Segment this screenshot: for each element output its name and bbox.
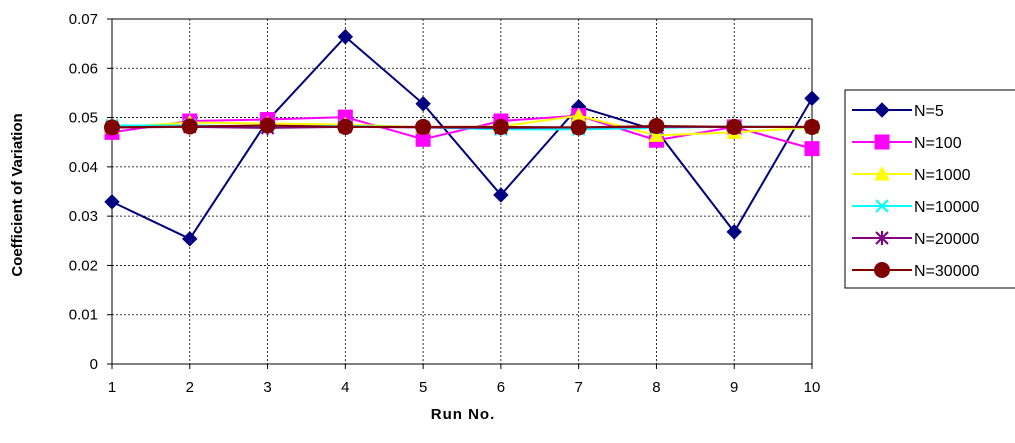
y-tick-label: 0.05	[69, 110, 98, 127]
x-tick-label: 6	[497, 379, 505, 396]
data-point	[804, 141, 820, 157]
x-tick-label: 7	[574, 379, 582, 396]
x-tick-label: 3	[263, 379, 271, 396]
x-tick-label: 10	[804, 379, 821, 396]
y-tick-label: 0.06	[69, 60, 98, 77]
data-point	[259, 117, 276, 134]
data-point	[337, 29, 354, 45]
legend-entry: N=20000	[852, 231, 979, 248]
legend-entry: N=100	[852, 134, 962, 152]
plot-border	[111, 18, 813, 365]
data-point	[104, 119, 120, 136]
series-n-30000	[104, 117, 820, 136]
y-tick-label: 0.03	[69, 208, 98, 225]
y-tick-label: 0.02	[69, 257, 98, 274]
y-tick-label: 0.01	[69, 307, 98, 324]
data-point	[804, 118, 820, 135]
data-point	[570, 119, 587, 136]
legend-label: N=100	[914, 135, 962, 152]
data-point	[337, 118, 354, 135]
series-line	[111, 124, 812, 129]
legend: N=5 N=100 N=1000 N=10000 N=20000 N=30000	[844, 89, 1015, 289]
data-point	[182, 231, 198, 247]
x-tick-label: 2	[186, 379, 194, 396]
data-point	[415, 96, 431, 112]
legend-label: N=10000	[914, 199, 979, 216]
legend-marker	[874, 134, 890, 150]
axes	[107, 18, 813, 369]
y-tick-label: 0.04	[69, 159, 98, 176]
legend-label: N=30000	[914, 263, 979, 280]
x-tick-label: 5	[419, 379, 427, 396]
legend-marker	[874, 165, 890, 181]
legend-entry: N=30000	[852, 262, 979, 280]
y-tick-labels: 0 0.01 0.02 0.03 0.04 0.05 0.06 0.07	[69, 11, 98, 373]
x-axis-title: Run No.	[431, 406, 496, 423]
legend-box	[844, 89, 1015, 289]
series-layer	[104, 29, 820, 247]
data-point	[181, 118, 198, 135]
plot-area	[112, 19, 812, 364]
data-point	[648, 127, 665, 142]
series-line	[111, 35, 813, 241]
legend-label: N=20000	[914, 231, 979, 248]
data-point	[493, 187, 509, 203]
legend-marker	[874, 102, 890, 118]
data-point	[648, 117, 665, 134]
data-point	[726, 118, 743, 135]
x-tick-label: 9	[730, 379, 738, 396]
legend-marker	[875, 199, 889, 213]
data-point	[726, 224, 742, 240]
y-tick-label: 0.07	[69, 11, 98, 28]
y-axis-title: Coefficient of Variation	[9, 113, 26, 276]
x-tick-label: 8	[652, 379, 660, 396]
legend-label: N=5	[914, 103, 944, 120]
legend-label: N=1000	[914, 167, 971, 184]
data-point	[415, 118, 432, 135]
y-tick-label: 0	[90, 356, 98, 373]
legend-entry: N=1000	[852, 165, 971, 184]
legend-entry: N=5	[852, 102, 944, 120]
data-point	[492, 118, 509, 135]
data-point	[104, 194, 120, 210]
x-tick-labels: 1 2 3 4 5 6 7 8 9 10	[108, 379, 821, 396]
legend-entry: N=10000	[852, 199, 979, 216]
legend-marker	[875, 231, 889, 245]
x-tick-label: 1	[108, 379, 116, 396]
data-point	[804, 90, 820, 107]
legend-marker	[874, 262, 890, 278]
x-tick-label: 4	[341, 379, 349, 396]
